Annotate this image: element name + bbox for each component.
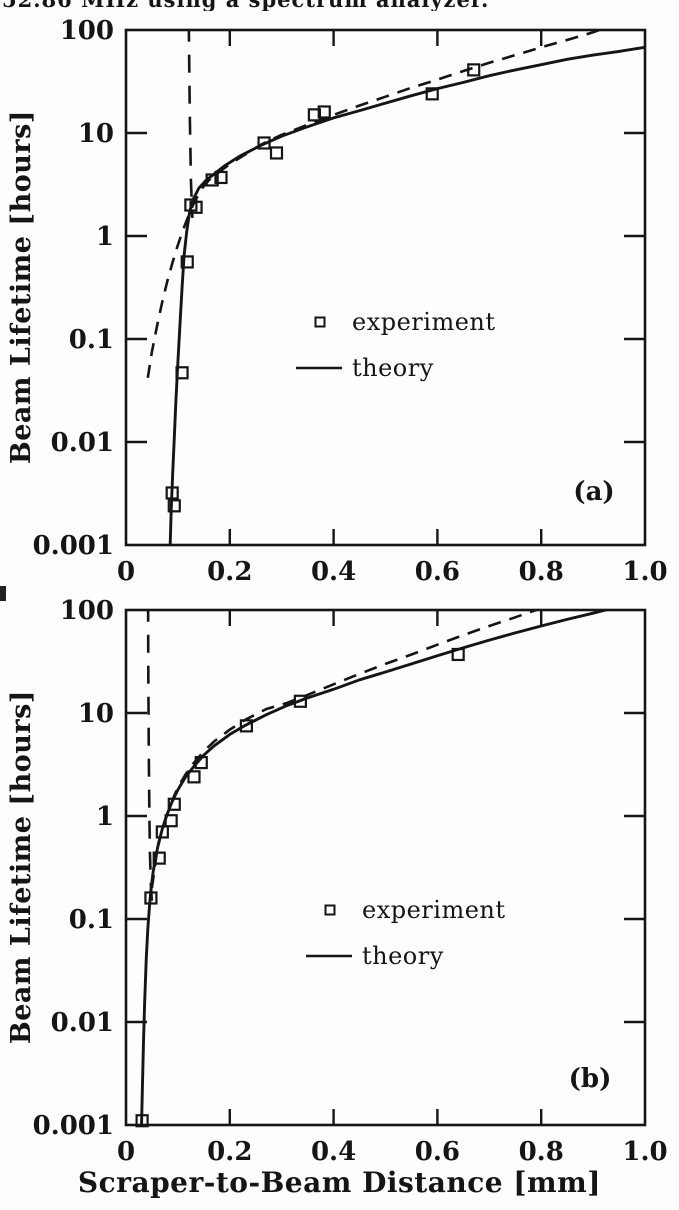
experiment-marker xyxy=(451,647,465,662)
x-tick-label: 1.0 xyxy=(622,557,667,587)
experiment-marker xyxy=(187,770,201,784)
experiment-marker xyxy=(144,891,158,905)
y-tick-label: 100 xyxy=(60,18,114,46)
experiment-marker xyxy=(135,1114,149,1128)
y-tick-label: 1 xyxy=(96,222,114,252)
experiment-marker xyxy=(155,825,169,839)
experiment-marker xyxy=(467,63,481,77)
theory-curve xyxy=(168,45,645,545)
y-tick-label: 0.001 xyxy=(33,531,114,561)
panel-label: (b) xyxy=(569,1064,612,1094)
experiment-marker xyxy=(425,87,439,101)
plot-box xyxy=(124,608,647,1127)
x-tick-label: 0.4 xyxy=(311,557,356,587)
curves-group xyxy=(140,610,612,1125)
experiment-marker xyxy=(194,755,208,770)
theory-branch-smooth xyxy=(146,30,604,379)
experiment-marker xyxy=(214,170,228,185)
figure-caption-fragment: 52.86 MHz using a spectrum analyzer. xyxy=(2,0,562,11)
y-tick-label: 0.01 xyxy=(51,1008,114,1038)
y-tick-label: 10 xyxy=(78,699,114,729)
y-tick-label: 0.1 xyxy=(69,325,114,355)
scan-smudge xyxy=(0,586,6,601)
experiment-marker xyxy=(152,851,166,865)
beam-lifetime-chart-b: 0 0.2 0.4 0.6 0.8 1.0 100 10 1 0.1 0.01 0.001 Beam L… xyxy=(6,596,668,1167)
experiment-marker xyxy=(293,694,307,708)
experiment-marker xyxy=(164,814,178,828)
experiment-marker xyxy=(175,366,189,380)
y-tick-label: 100 xyxy=(60,596,114,626)
experiment-marker xyxy=(307,108,321,122)
experiment-marker xyxy=(205,173,219,187)
experiment-marker xyxy=(317,105,331,119)
beam-lifetime-chart-a: 0 0.2 0.4 0.6 0.8 1.0 100 10 1 0.1 0.01 0.001 Beam L… xyxy=(6,18,668,587)
y-tick-label: 0.01 xyxy=(51,428,114,458)
x-tick-label: 0 xyxy=(117,557,135,587)
legend-label-theory: theory xyxy=(362,942,444,970)
experiment-marker xyxy=(269,146,284,160)
experiment-marker xyxy=(189,200,203,214)
x-tick-label: 0.6 xyxy=(415,557,460,587)
x-tick-label: 0.4 xyxy=(311,1137,356,1167)
legend-label-experiment: experiment xyxy=(352,308,496,336)
x-tick-label: 0.8 xyxy=(519,1137,564,1167)
legend-experiment-marker xyxy=(314,316,326,328)
y-tick-label: 1 xyxy=(96,802,114,832)
curves-group xyxy=(146,30,645,545)
x-tick-label: 0 xyxy=(117,1137,135,1167)
y-tick-label: 10 xyxy=(78,119,114,149)
experiment-marker xyxy=(167,499,181,513)
y-tick-label: 0.1 xyxy=(69,905,114,935)
legend-label-theory: theory xyxy=(352,354,434,382)
theory-branch-steep xyxy=(146,610,154,911)
legend-experiment-marker xyxy=(324,904,336,916)
x-tick-label: 0.2 xyxy=(207,1137,252,1167)
panel-label: (a) xyxy=(573,477,614,507)
x-tick-label: 0.8 xyxy=(519,557,564,587)
experiment-marker xyxy=(180,255,194,269)
x-tick-label: 0.2 xyxy=(207,557,252,587)
experiment-marker xyxy=(165,486,179,500)
x-tick-label: 1.0 xyxy=(622,1137,667,1167)
legend-label-experiment: experiment xyxy=(362,896,506,924)
figure-caption-text: 52.86 MHz using a spectrum analyzer. xyxy=(2,0,562,11)
y-axis-title: Beam Lifetime [hours] xyxy=(6,690,37,1044)
experiment-marker xyxy=(239,719,254,733)
theory-branch-steep xyxy=(187,30,194,218)
x-axis-title: Scraper-to-Beam Distance [mm] xyxy=(77,1166,602,1199)
plot-box xyxy=(124,28,647,547)
y-axis-title: Beam Lifetime [hours] xyxy=(6,110,37,464)
experiment-marker xyxy=(167,797,181,811)
y-tick-label: 0.001 xyxy=(33,1111,114,1141)
experiment-marker xyxy=(257,136,271,150)
theory-curve xyxy=(140,610,612,1125)
x-tick-label: 0.6 xyxy=(415,1137,460,1167)
